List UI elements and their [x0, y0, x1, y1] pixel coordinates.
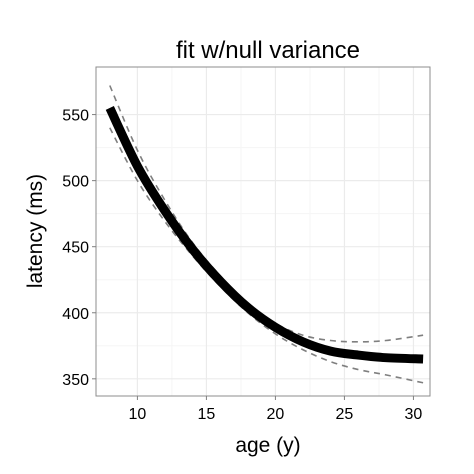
x-axis-label: age (y)	[235, 434, 300, 457]
chart-title: fit w/null variance	[176, 37, 360, 64]
x-tick-label: 10	[129, 406, 147, 423]
x-tick-label: 20	[267, 406, 285, 423]
lower-bound-line	[109, 127, 424, 384]
x-tick-label: 15	[198, 406, 216, 423]
y-tick-label: 450	[62, 240, 89, 257]
y-tick-label: 350	[62, 372, 89, 389]
y-tick-label: 400	[62, 306, 89, 323]
grid	[96, 67, 430, 396]
panel-border	[95, 66, 431, 397]
x-tick-label: 25	[336, 406, 354, 423]
x-tick-label: 30	[405, 406, 423, 423]
fit-line	[105, 106, 424, 364]
series-layer	[105, 85, 424, 384]
y-tick-label: 550	[62, 108, 89, 125]
y-axis-label: latency (ms)	[24, 174, 47, 288]
axes: 10 15 20 25 30 350 400 450 500 550	[62, 108, 422, 423]
y-tick-label: 500	[62, 174, 89, 191]
